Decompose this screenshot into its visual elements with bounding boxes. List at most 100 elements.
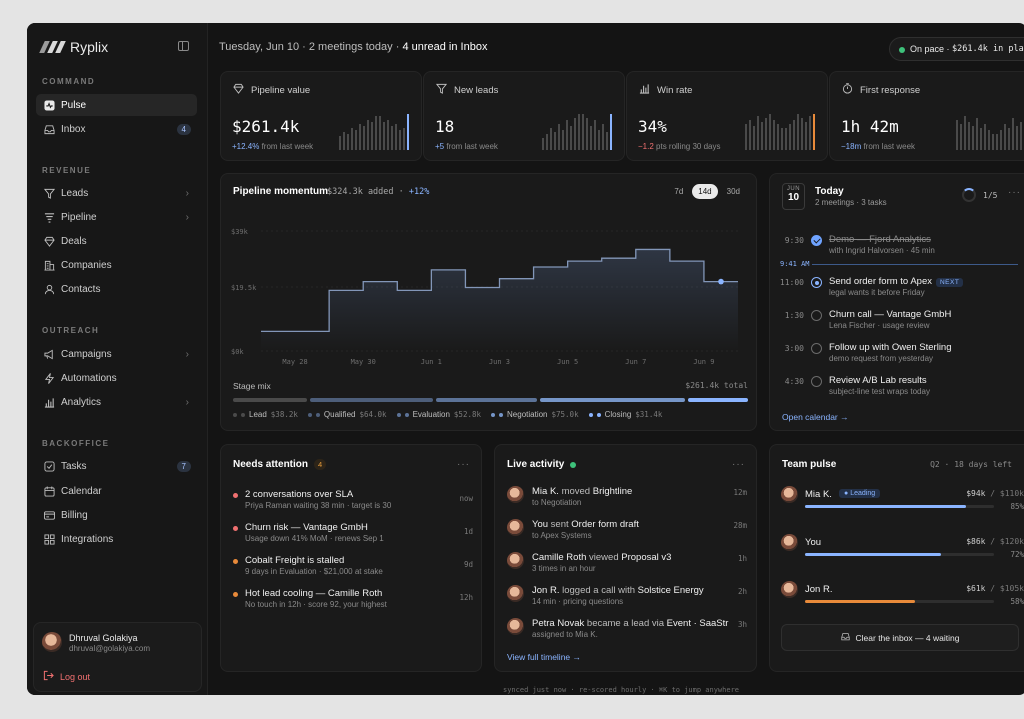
team-pulse-card: Team pulse Q2 · 18 days left Mia K. ● Lea…	[769, 444, 1024, 672]
attention-detail: Priya Raman waiting 38 min · target is 3…	[245, 501, 392, 510]
more-icon[interactable]: ···	[1008, 187, 1021, 198]
user-card[interactable]: Dhruval Golakiya dhruval@golakiya.com Lo…	[33, 622, 202, 692]
open-calendar-link[interactable]: Open calendar →	[782, 412, 849, 422]
logout-button[interactable]: Log out	[43, 670, 90, 683]
range-14d-button[interactable]: 14d	[692, 184, 718, 199]
x-tick-label: Jun 3	[489, 358, 510, 366]
spark-bar	[582, 114, 584, 150]
section-outreach: OUTREACH	[42, 326, 100, 335]
chevron-right-icon: ›	[185, 187, 189, 199]
sidebar-item-label: Integrations	[61, 533, 114, 545]
progress-ring-icon	[962, 188, 976, 202]
kpi-card-new-leads[interactable]: New leads 18 +5 from last week	[423, 71, 625, 161]
spark-bar	[554, 132, 556, 150]
pipeline-icon	[43, 211, 55, 223]
spark-bar	[550, 128, 552, 150]
sidebar-item-billing[interactable]: Billing	[36, 504, 197, 526]
pulse-icon	[43, 99, 55, 111]
activity-actor: Camille Roth	[532, 552, 587, 563]
clear-inbox-button[interactable]: Clear the inbox — 4 waiting	[781, 624, 1019, 651]
more-icon[interactable]: ···	[732, 459, 745, 470]
inbox-count-badge: 4	[176, 123, 191, 135]
view-timeline-link[interactable]: View full timeline →	[507, 652, 582, 662]
x-tick-label: May 30	[351, 358, 376, 366]
chart-title: Pipeline momentum	[233, 186, 329, 197]
sidebar-item-label: Automations	[61, 372, 117, 384]
sidebar-item-label: Tasks	[61, 460, 87, 472]
team-subtitle: Q2 · 18 days left	[930, 460, 1012, 469]
spark-bar	[387, 120, 389, 150]
stage-legend-item: Lead $38.2k	[233, 410, 298, 419]
kpi-sparkbars	[339, 110, 409, 150]
kpi-card-pipeline-value[interactable]: Pipeline value $261.4k +12.4% from last …	[220, 71, 422, 161]
pace-status-pill[interactable]: On pace · $261.4k in play	[889, 37, 1024, 61]
spark-bar	[610, 114, 612, 150]
kpi-value: $261.4k	[232, 117, 300, 136]
sidebar-item-companies[interactable]: Companies	[36, 254, 197, 276]
logo[interactable]: Ryplix	[39, 39, 108, 55]
section-revenue: REVENUE	[42, 166, 92, 175]
event-detail: subject-line test wraps today	[829, 387, 930, 396]
today-day: 10	[787, 192, 800, 203]
member-name: Mia K.	[805, 489, 832, 500]
kpi-card-first-response[interactable]: First response 1h 42m −18m from last wee…	[829, 71, 1024, 161]
kpi-delta: −18m	[841, 142, 862, 151]
stage-legend: Lead $38.2k Qualified $64.0k Evaluation $52.8…	[233, 410, 662, 419]
attention-detail: 9 days in Evaluation · $21,000 at stake	[245, 567, 383, 576]
spark-bar	[1020, 122, 1022, 150]
unread-link[interactable]: 4 unread in Inbox	[402, 41, 488, 53]
event-detail: with Ingrid Halvorsen · 45 min	[829, 246, 935, 255]
sidebar-item-integrations[interactable]: Integrations	[36, 528, 197, 550]
kpi-card-win-rate[interactable]: Win rate 34% −1.2 pts rolling 30 days	[626, 71, 828, 161]
sidebar-item-deals[interactable]: Deals	[36, 230, 197, 252]
spark-bar	[968, 122, 970, 150]
spark-bar	[745, 124, 747, 150]
circle-icon[interactable]	[811, 343, 822, 354]
today-subtitle: 2 meetings · 3 tasks	[815, 198, 887, 207]
check-done-icon[interactable]	[811, 235, 822, 246]
stage-legend-item: Negotiation $75.0k	[491, 410, 579, 419]
range-7d-button[interactable]: 7d	[674, 187, 684, 196]
sidebar-item-leads[interactable]: Leads ›	[36, 182, 197, 204]
member-amount-value: $86k	[966, 537, 986, 546]
member-amount: $61k / $105k	[966, 584, 1024, 593]
sidebar-item-pulse[interactable]: Pulse	[36, 94, 197, 116]
sidebar-toggle-icon[interactable]	[178, 41, 189, 51]
sidebar-item-inbox[interactable]: Inbox 4	[36, 118, 197, 140]
current-event-icon[interactable]	[811, 277, 822, 288]
activity-time: 1h	[737, 554, 747, 563]
spark-bar	[371, 122, 373, 150]
kpi-title: Pipeline value	[251, 84, 311, 96]
topbar-summary: Tuesday, Jun 10 · 2 meetings today · 4 u…	[219, 41, 487, 53]
spark-bar	[594, 120, 596, 150]
sidebar-item-contacts[interactable]: Contacts	[36, 278, 197, 300]
activity-time: 12m	[733, 488, 747, 497]
sidebar-item-campaigns[interactable]: Campaigns ›	[36, 343, 197, 365]
sidebar-item-automations[interactable]: Automations	[36, 367, 197, 389]
event-title: Review A/B Lab results	[829, 375, 927, 386]
funnel-icon	[435, 83, 448, 97]
sidebar-item-calendar[interactable]: Calendar	[36, 480, 197, 502]
member-percent: 58%	[1010, 597, 1024, 606]
spark-bar	[777, 124, 779, 150]
circle-icon[interactable]	[811, 310, 822, 321]
spark-bar	[1000, 130, 1002, 150]
event-title-row: Send order form to Apex NEXT	[829, 276, 964, 287]
sidebar-item-pipeline[interactable]: Pipeline ›	[36, 206, 197, 228]
timer-icon	[842, 83, 853, 97]
circle-icon[interactable]	[811, 376, 822, 387]
attention-time: now	[459, 494, 473, 503]
spark-bar	[606, 132, 608, 150]
more-icon[interactable]: ···	[457, 459, 470, 470]
sidebar-item-analytics[interactable]: Analytics ›	[36, 391, 197, 413]
stage-name: Closing	[597, 410, 632, 419]
activity-detail: to Apex Systems	[532, 531, 592, 540]
sidebar-item-tasks[interactable]: Tasks 7	[36, 455, 197, 477]
leading-badge: ● Leading	[839, 489, 881, 498]
kpi-note: from last week	[259, 142, 314, 151]
series-end-point	[718, 278, 724, 285]
sidebar-item-label: Billing	[61, 509, 88, 521]
activity-detail: 14 min · pricing questions	[532, 597, 624, 606]
kpi-delta: +5	[435, 142, 445, 151]
range-30d-button[interactable]: 30d	[726, 187, 740, 196]
